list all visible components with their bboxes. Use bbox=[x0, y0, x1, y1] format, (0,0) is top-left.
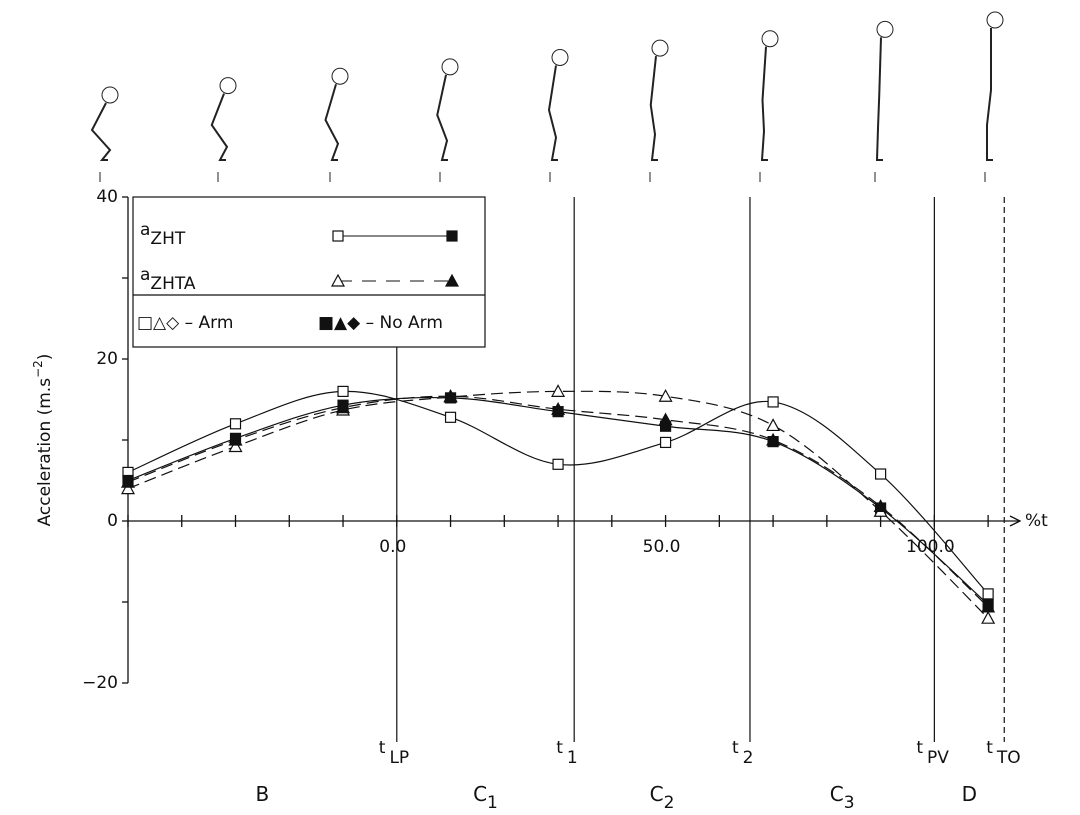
y-tick-label: 20 bbox=[96, 349, 118, 369]
figure-body bbox=[651, 56, 658, 160]
figure-body bbox=[326, 84, 339, 160]
figure-head bbox=[762, 31, 778, 47]
marker bbox=[768, 397, 778, 407]
y-label-end: ) bbox=[35, 354, 55, 361]
x-tick-label: 50.0 bbox=[643, 537, 681, 557]
phase-letter: B bbox=[256, 782, 270, 806]
phase-label: C3 bbox=[830, 782, 855, 814]
stick-figure bbox=[326, 68, 349, 182]
y-tick-label: −20 bbox=[82, 673, 118, 693]
x-tick-label: 100.0 bbox=[906, 537, 955, 557]
phase-label: C1 bbox=[473, 782, 498, 814]
event-label-sub: TO bbox=[996, 748, 1021, 768]
figure-head bbox=[332, 68, 348, 84]
stick-figure bbox=[92, 87, 118, 182]
figure-body bbox=[92, 103, 110, 160]
phase-letter: C bbox=[650, 782, 664, 806]
event-label-t: t bbox=[556, 738, 563, 758]
phase-label: B bbox=[256, 782, 270, 806]
page: {"chart_data": {"type": "line", "y_label… bbox=[0, 0, 1080, 815]
figure-body bbox=[762, 47, 768, 160]
legend-sub: ZHTA bbox=[150, 274, 195, 294]
figure-body bbox=[437, 75, 448, 160]
marker bbox=[767, 419, 779, 430]
event-label-sub: LP bbox=[389, 748, 409, 768]
y-tick-label: 40 bbox=[96, 187, 118, 207]
stick-figure bbox=[650, 40, 668, 182]
event-label-t: t bbox=[379, 738, 386, 758]
marker bbox=[338, 386, 348, 396]
figure-head bbox=[220, 78, 236, 94]
figure-body bbox=[549, 66, 558, 161]
figure-body bbox=[212, 94, 227, 160]
figure-body bbox=[877, 37, 883, 160]
phase-letter: C bbox=[473, 782, 487, 806]
legend-marker bbox=[333, 231, 343, 241]
x-axis-label: %t bbox=[1025, 511, 1048, 531]
figure-head bbox=[552, 50, 568, 66]
stick-figure bbox=[985, 12, 1003, 182]
legend-marker bbox=[447, 231, 457, 241]
event-label-t: t bbox=[916, 738, 923, 758]
phase-label: D bbox=[962, 782, 977, 806]
marker bbox=[661, 437, 671, 447]
marker bbox=[983, 589, 993, 599]
legend-a: a bbox=[140, 265, 150, 285]
x-tick-label: 0.0 bbox=[379, 537, 406, 557]
phase-label: C2 bbox=[650, 782, 675, 814]
figure-head bbox=[987, 12, 1003, 28]
event-label-t: t bbox=[732, 738, 739, 758]
series-line bbox=[128, 391, 988, 618]
stick-figure bbox=[875, 21, 893, 182]
series-line bbox=[128, 398, 988, 605]
stick-figure bbox=[760, 31, 778, 182]
figure-head bbox=[652, 40, 668, 56]
figure-head bbox=[442, 59, 458, 75]
marker bbox=[446, 412, 456, 422]
figure-head bbox=[877, 21, 893, 37]
stick-figure bbox=[212, 78, 236, 182]
marker bbox=[982, 612, 994, 623]
y-tick-label: 0 bbox=[107, 511, 118, 531]
phase-sub: 3 bbox=[844, 793, 855, 813]
figure-head bbox=[102, 87, 118, 103]
phase-sub: 2 bbox=[664, 793, 675, 813]
legend-note: ■▲◆ – No Arm bbox=[318, 313, 443, 333]
event-label-sub: PV bbox=[927, 748, 949, 768]
phase-sub: 1 bbox=[487, 793, 498, 813]
event-label-sub: 1 bbox=[567, 748, 578, 768]
phase-letter: C bbox=[830, 782, 844, 806]
event-label-t: t bbox=[986, 738, 993, 758]
marker bbox=[231, 419, 241, 429]
phase-letter: D bbox=[962, 782, 977, 806]
stick-figure bbox=[437, 59, 458, 182]
event-label-sub: 2 bbox=[743, 748, 754, 768]
y-axis-label: Acceleration (m.s−2) bbox=[31, 354, 56, 527]
y-label-text: Acceleration (m.s bbox=[35, 378, 55, 527]
figure-body bbox=[987, 28, 993, 160]
y-label-sup: −2 bbox=[31, 360, 45, 378]
marker bbox=[876, 469, 886, 479]
legend-sub: ZHT bbox=[150, 229, 185, 249]
chart: %t −20 0 20 40 0.0 50.0 100.0 Acceleration (m.s−… bbox=[0, 0, 1080, 815]
legend-a: a bbox=[140, 220, 150, 240]
legend-note: □△◇ – Arm bbox=[137, 313, 233, 333]
stick-figure bbox=[549, 50, 568, 183]
series-line bbox=[128, 396, 988, 607]
marker bbox=[553, 459, 563, 469]
